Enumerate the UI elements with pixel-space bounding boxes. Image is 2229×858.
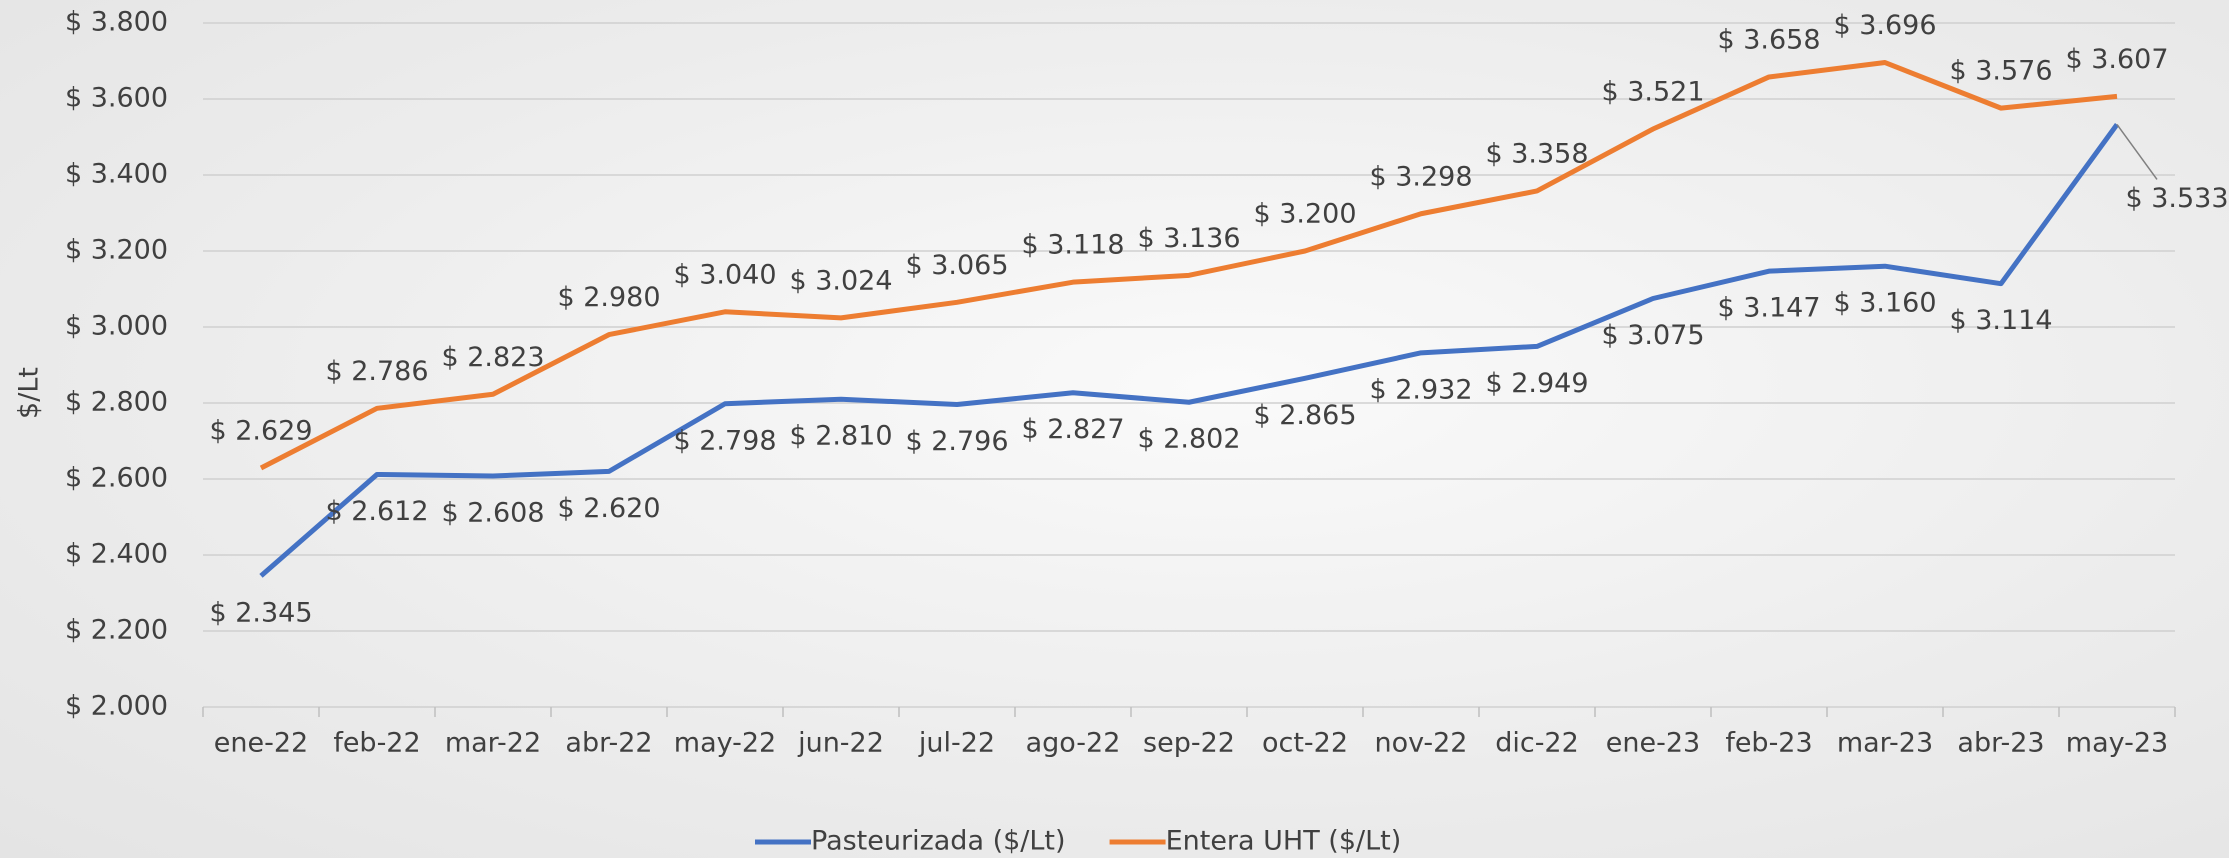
y-tick-label: $ 2.600 (65, 463, 168, 494)
y-tick-label: $ 3.000 (65, 311, 168, 342)
data-label: $ 3.040 (673, 259, 776, 290)
x-tick-label: dic-22 (1495, 728, 1579, 759)
data-label: $ 3.607 (2065, 44, 2168, 75)
data-label: $ 3.147 (1717, 293, 1820, 324)
data-label: $ 2.802 (1137, 424, 1240, 455)
data-label: $ 3.200 (1253, 199, 1356, 230)
data-label: $ 2.612 (325, 496, 428, 527)
data-label: $ 2.796 (905, 426, 1008, 457)
y-tick-label: $ 3.600 (65, 83, 168, 114)
x-tick-label: abr-23 (1957, 728, 2044, 759)
y-tick-label: $ 3.400 (65, 159, 168, 190)
x-tick-label: abr-22 (565, 728, 652, 759)
data-label: $ 2.823 (441, 342, 544, 373)
y-tick-label: $ 2.800 (65, 387, 168, 418)
data-label: $ 3.136 (1137, 223, 1240, 254)
x-tick-label: ene-22 (214, 728, 308, 759)
x-tick-label: may-23 (2066, 728, 2168, 759)
legend-label: Entera UHT ($/Lt) (1166, 826, 1402, 857)
data-label: $ 2.980 (557, 282, 660, 313)
data-label: $ 3.658 (1717, 24, 1820, 55)
x-tick-label: feb-22 (333, 728, 420, 759)
data-label: $ 3.533 (2125, 183, 2228, 214)
y-tick-label: $ 3.200 (65, 235, 168, 266)
data-label: $ 2.608 (441, 497, 544, 528)
leader-line (2116, 124, 2158, 180)
data-label: $ 2.629 (209, 415, 312, 446)
data-label: $ 2.865 (1253, 400, 1356, 431)
data-label: $ 3.696 (1833, 10, 1936, 41)
data-label: $ 3.075 (1601, 320, 1704, 351)
data-label: $ 2.827 (1021, 414, 1124, 445)
data-label: $ 3.160 (1833, 288, 1936, 319)
x-tick-label: ago-22 (1026, 728, 1121, 759)
x-tick-label: nov-22 (1375, 728, 1468, 759)
data-label: $ 3.065 (905, 250, 1008, 281)
data-label: $ 3.358 (1485, 138, 1588, 169)
data-label: $ 3.298 (1369, 161, 1472, 192)
series-line (259, 122, 2120, 578)
series-line (259, 60, 2118, 471)
data-label: $ 2.949 (1485, 368, 1588, 399)
x-tick-label: mar-22 (445, 728, 541, 759)
y-tick-label: $ 2.400 (65, 539, 168, 570)
legend-label: Pasteurizada ($/Lt) (811, 826, 1066, 857)
x-tick-label: mar-23 (1837, 728, 1933, 759)
y-tick-label: $ 3.800 (65, 7, 168, 38)
y-tick-label: $ 2.200 (65, 615, 168, 646)
y-tick-label: $ 2.000 (65, 691, 168, 722)
data-label: $ 3.024 (789, 265, 892, 296)
data-label: $ 3.576 (1949, 56, 2052, 87)
x-tick-label: jun-22 (797, 728, 884, 759)
y-axis-label: $/Lt (14, 367, 45, 419)
x-tick-label: oct-22 (1262, 728, 1348, 759)
data-label: $ 2.810 (789, 421, 892, 452)
data-label: $ 3.521 (1601, 77, 1704, 108)
data-label: $ 2.786 (325, 356, 428, 387)
x-tick-label: feb-23 (1725, 728, 1812, 759)
x-tick-label: ene-23 (1606, 728, 1700, 759)
x-tick-label: sep-22 (1143, 728, 1235, 759)
data-label: $ 2.932 (1369, 374, 1472, 405)
x-tick-label: jul-22 (918, 728, 995, 759)
data-label: $ 2.345 (209, 597, 312, 628)
x-tick-label: may-22 (674, 728, 776, 759)
data-label: $ 2.798 (673, 425, 776, 456)
data-label: $ 3.118 (1021, 230, 1124, 261)
data-label: $ 2.620 (557, 493, 660, 524)
data-label: $ 3.114 (1949, 305, 2052, 336)
